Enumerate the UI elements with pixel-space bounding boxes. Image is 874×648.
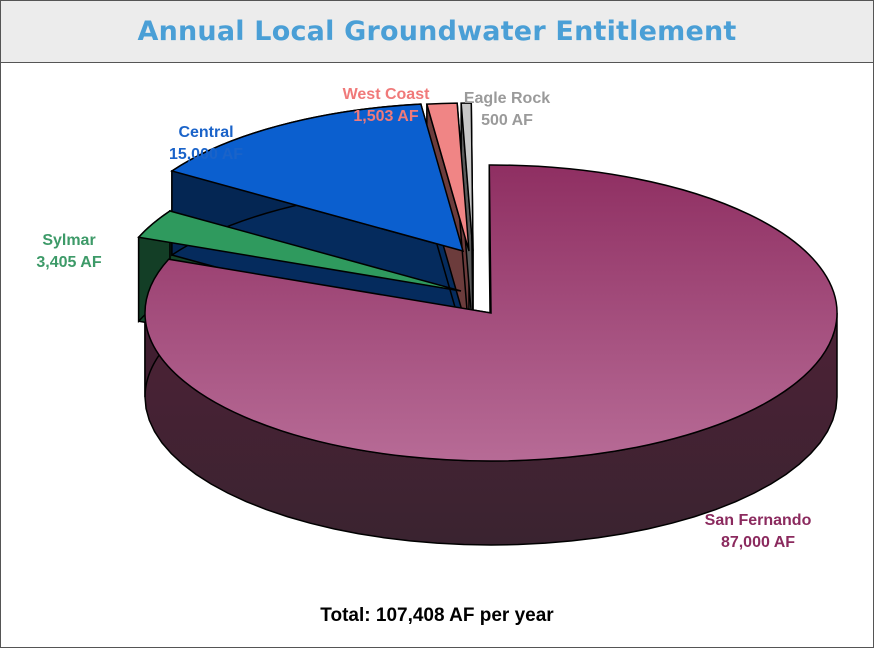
label-san-fernando-name: San Fernando [705,512,812,529]
slice-eagle-rock [460,102,474,252]
label-eagle-rock-name: Eagle Rock [464,90,550,107]
label-eagle-rock-value: 500 AF [481,112,533,129]
total-label: Total: 107,408 AF per year [320,605,554,626]
label-central-name: Central [178,124,233,141]
slice-sylmar [137,210,462,292]
pie-labels: San Fernando 87,000 AF Sylmar 3,405 AF Centr… [36,86,811,551]
label-sylmar-name: Sylmar [42,232,95,249]
chart-title: Annual Local Groundwater Entitlement [137,16,737,47]
slice-san-fernando [144,164,838,462]
label-west-coast-name: West Coast [343,86,431,103]
label-sylmar-value: 3,405 AF [36,254,101,271]
label-central-value: 15,000 AF [169,146,243,163]
slice-west-coast [425,102,470,252]
pie-tops [137,102,838,462]
label-san-fernando-value: 87,000 AF [721,534,795,551]
label-west-coast-value: 1,503 AF [353,108,418,125]
title-bar: Annual Local Groundwater Entitlement [1,1,873,63]
slice-central [170,103,465,253]
